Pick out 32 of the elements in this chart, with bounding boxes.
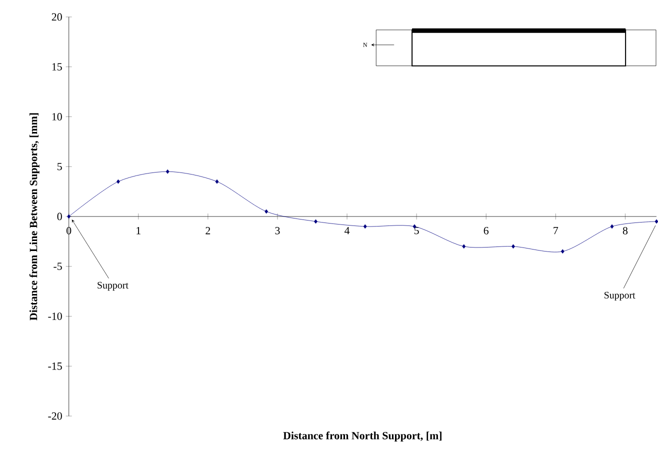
x-tick-label: 6 bbox=[484, 227, 489, 234]
y-tick-label: 10 bbox=[52, 113, 62, 120]
point bbox=[314, 219, 318, 224]
y-tick-label: 20 bbox=[52, 13, 62, 21]
point bbox=[462, 244, 466, 249]
point bbox=[512, 244, 515, 249]
y-tick-label: 0 bbox=[57, 212, 62, 220]
annotation: Support bbox=[604, 292, 636, 301]
x-tick-label: 3 bbox=[275, 227, 280, 234]
point bbox=[166, 169, 170, 174]
y-tick-label: -5 bbox=[54, 262, 62, 270]
x-tick-label: 7 bbox=[554, 227, 558, 234]
annotation: Support bbox=[98, 282, 128, 291]
point bbox=[116, 179, 120, 184]
point bbox=[560, 249, 564, 254]
y-tick-label: -20 bbox=[48, 412, 62, 420]
x-axis-title: Distance from North Support, [m] bbox=[283, 432, 442, 442]
y-axis-title: Distance from Line Between Supports, [mm] bbox=[29, 113, 40, 320]
point bbox=[67, 214, 71, 219]
point bbox=[363, 224, 367, 229]
point bbox=[215, 179, 219, 184]
x-tick-label: 2 bbox=[206, 227, 210, 234]
y-tick-label: -15 bbox=[48, 362, 62, 370]
point bbox=[264, 209, 268, 214]
x-tick-label: 4 bbox=[344, 227, 350, 234]
x-tick-label: 1 bbox=[136, 227, 140, 234]
point bbox=[610, 224, 614, 229]
y-tick-label: -10 bbox=[48, 312, 62, 320]
y-tick-label: 5 bbox=[58, 162, 62, 170]
x-tick-label: 5 bbox=[414, 227, 419, 234]
x-tick-label: 8 bbox=[622, 227, 628, 234]
y-tick-label: 15 bbox=[52, 63, 62, 71]
